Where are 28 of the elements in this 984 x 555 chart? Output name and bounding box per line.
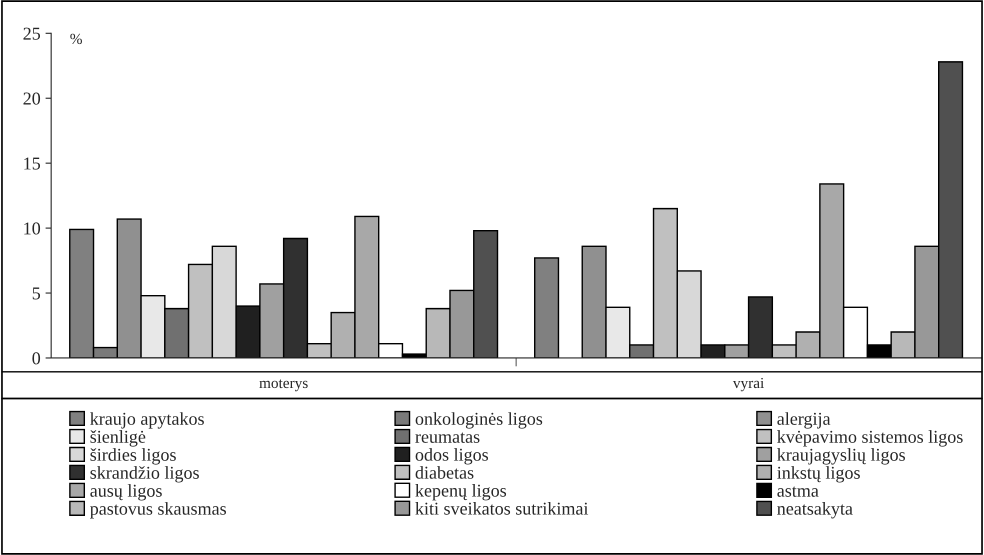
y-axis-title: % <box>70 34 82 44</box>
y-tick-label: 10 <box>24 222 40 235</box>
legend-label: kiti sveikatos sutrikimai <box>415 502 588 515</box>
legend-label: šienligė <box>90 430 146 447</box>
legend-label: širdies ligos <box>90 448 176 465</box>
legend-label: kvėpavimo sistemos ligos <box>777 430 963 447</box>
legend-label: reumatas <box>415 432 480 443</box>
legend-label: neatsakyta <box>777 502 853 518</box>
legend-label: ausų ligos <box>90 484 162 501</box>
y-tick-label: 20 <box>23 92 40 105</box>
legend-label: inkstų ligos <box>777 466 860 483</box>
legend-label: skrandžio ligos <box>90 466 199 483</box>
legend-label: kraujagyslių ligos <box>777 448 905 465</box>
legend-label: odos ligos <box>416 448 488 465</box>
legend-label: kraujo apytakos <box>90 412 204 429</box>
y-tick-label: 0 <box>32 352 40 364</box>
legend-label: alergija <box>777 412 830 429</box>
legend-label: pastovus skausmas <box>90 502 226 518</box>
y-tick-label: 15 <box>24 158 40 170</box>
y-tick-label: 5 <box>32 287 40 300</box>
bar <box>534 257 560 358</box>
legend-label: diabetas <box>416 466 474 479</box>
x-tick-label: moterys <box>259 379 308 392</box>
legend-label: kepenų ligos <box>415 484 506 500</box>
legend-label: onkologinės ligos <box>416 412 542 429</box>
legend-label: astma <box>777 486 819 497</box>
x-tick-label: vyrai <box>732 378 764 392</box>
y-tick-label: 25 <box>23 28 40 40</box>
